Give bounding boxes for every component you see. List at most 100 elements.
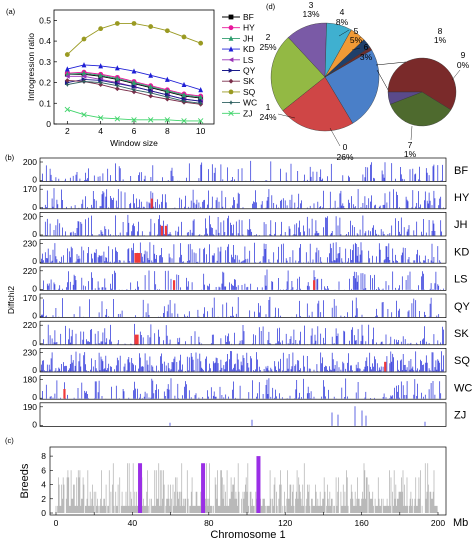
data-point (114, 116, 121, 122)
pie-label: 1 (266, 102, 271, 112)
data-point (131, 79, 137, 85)
track-kd: 230 0 KD (23, 239, 470, 267)
series-zj (64, 106, 204, 124)
y-tick-label: 0 (32, 229, 37, 239)
legend-marker (228, 78, 234, 84)
leader-line (277, 113, 296, 119)
track-name: WC (454, 382, 472, 394)
y-axis-label: Introgression ratio (26, 33, 36, 101)
legend-marker (228, 35, 234, 41)
data-point (64, 66, 70, 72)
series-jh (64, 70, 204, 100)
y-tick-label: 0 (32, 365, 37, 375)
data-point (114, 86, 120, 92)
y-tick-label: 0 (32, 256, 37, 266)
introgression-peak (150, 198, 153, 209)
track-name: BF (454, 165, 468, 177)
data-point (198, 87, 204, 93)
legend-marker (228, 89, 234, 95)
pie-label: 5 (354, 26, 359, 36)
legend-marker (228, 25, 234, 31)
pie-slice-0 (324, 49, 380, 124)
data-point (198, 100, 204, 106)
data-point (164, 117, 171, 123)
y-tick-label: 4 (41, 480, 46, 490)
leader-line (338, 29, 350, 37)
data-point (148, 24, 154, 29)
legend-entry: HY (222, 23, 255, 33)
data-point (164, 76, 170, 82)
sub-pie-slice-7 (387, 57, 457, 111)
data-point (98, 72, 104, 78)
introgression-peak (138, 253, 141, 263)
y-tick-label: 0 (32, 202, 37, 212)
data-point (81, 79, 87, 84)
y-tick-label: 230 (23, 347, 37, 357)
data-point (64, 106, 71, 113)
sub-pie-percent: 0% (457, 60, 470, 70)
pie-slice-2 (270, 37, 326, 111)
track-name: SK (454, 328, 469, 340)
pie-percent: 8% (336, 17, 349, 27)
y-tick-label: 190 (23, 402, 37, 412)
sub-pie-slice-9 (387, 91, 423, 105)
diffchi2-bars (41, 296, 440, 318)
data-point (114, 65, 120, 71)
x-axis-label: Window size (110, 138, 158, 148)
y-tick-label: 0.3 (39, 57, 51, 67)
data-point (148, 93, 154, 99)
plot-frame-c (49, 446, 447, 516)
track-frame (39, 348, 447, 373)
track-sq: 230 0 SQ (23, 347, 471, 375)
leader-line (329, 127, 341, 147)
track-hy: 170 0 HY (23, 184, 470, 212)
track-sk: 220 0 SK (23, 320, 470, 348)
diffchi2-bars (44, 214, 442, 236)
y-tick-label: 0 (32, 175, 37, 185)
introgression-peak (136, 253, 139, 263)
data-point (81, 36, 87, 42)
track-frame (39, 375, 447, 400)
pie-slice-7-9 (324, 46, 373, 78)
track-name: HY (454, 192, 470, 204)
legend-marker (228, 100, 234, 105)
data-point (64, 82, 70, 88)
diffchi2-bars (41, 351, 444, 372)
data-point (197, 118, 204, 124)
y-tick-label: 230 (23, 239, 37, 249)
data-point (64, 52, 70, 57)
x-tick-label: 80 (204, 518, 214, 528)
pie-label: 3 (309, 0, 314, 10)
data-point (181, 118, 187, 124)
pie-percent: 25% (259, 42, 276, 52)
introgression-peak (313, 280, 316, 290)
data-point (81, 111, 87, 118)
track-qy: 170 0 QY (23, 293, 471, 321)
introgression-peak (172, 280, 176, 290)
legend-entry: BF (222, 12, 254, 22)
series-line (67, 23, 201, 55)
track-frame (39, 184, 447, 210)
track-name: ZJ (454, 410, 466, 422)
connector-line (375, 61, 407, 66)
legend-marker (228, 14, 234, 20)
breed-count-bars (55, 463, 438, 513)
legend-entry: SK (222, 76, 255, 86)
data-point (164, 28, 170, 34)
x-tick-label: 160 (355, 518, 369, 528)
x-axis-label: Chromosome 1 (210, 529, 285, 541)
highlight-bar (256, 456, 261, 513)
legend-label: KD (243, 44, 255, 54)
track-name: SQ (454, 355, 470, 367)
x-tick-label: 0 (54, 518, 59, 528)
introgression-peak (160, 225, 163, 236)
y-tick-label: 180 (23, 375, 37, 385)
legend-label: HY (243, 23, 255, 33)
diffchi2-bars (41, 242, 442, 263)
diffchi2-bars (42, 378, 442, 399)
series-wc (64, 79, 204, 106)
y-tick-label: 8 (41, 451, 46, 461)
data-point (98, 63, 104, 69)
track-ls: 220 0 LS (23, 266, 468, 294)
